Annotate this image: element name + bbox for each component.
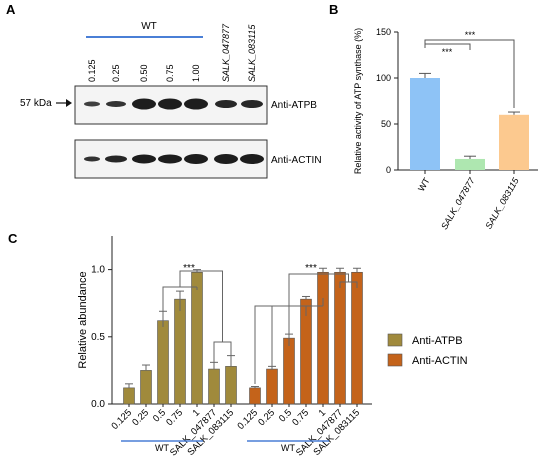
bar-c-anti-actin: [249, 387, 261, 405]
atpb-bands: [84, 98, 263, 110]
bar-c-anti-atpb: [208, 368, 220, 405]
atpb-band: [84, 101, 100, 107]
lane-label: 1.00: [191, 64, 201, 82]
bar-c-anti-atpb: [157, 320, 169, 405]
sig-bracket-b1: [424, 43, 471, 50]
bar-c-anti-atpb: [140, 370, 152, 405]
atpb-band: [215, 100, 237, 108]
wt-label-c: WT: [155, 443, 169, 453]
legend-label: Anti-ACTIN: [412, 355, 468, 367]
marker-label: 57 kDa: [20, 98, 52, 109]
lane-labels: 0.125 0.25 0.50 0.75 1.00 SALK_047877 SALK_083…: [87, 23, 257, 82]
blot-label-atpb: Anti-ATPB: [271, 100, 317, 111]
atpb-band: [132, 98, 156, 110]
atpb-band: [106, 101, 126, 107]
sig-label-b2: ***: [465, 30, 476, 40]
sig-bracket-c2: [288, 273, 349, 306]
legend-swatch: [387, 353, 403, 367]
atpb-band: [241, 100, 263, 108]
bar-c-anti-actin: [351, 271, 363, 405]
bar-c-anti-atpb: [225, 366, 237, 405]
sig-tree-c2-wt: [254, 298, 324, 384]
wt-label-c: WT: [281, 443, 295, 453]
bar-b: [499, 114, 529, 170]
bar-c-anti-atpb: [123, 387, 135, 405]
y-axis-label-c: Relative abundance: [77, 271, 89, 368]
mutant-lane-label: SALK_047877: [221, 23, 231, 82]
sig-tree-c1-wt: [162, 286, 198, 327]
lane-label: 0.75: [165, 64, 175, 82]
sig-tree-c1-mut: [213, 341, 232, 368]
y-tick-label-c: 0.0: [91, 399, 105, 410]
bar-c-anti-actin: [334, 271, 346, 405]
bar-c-anti-actin: [283, 337, 295, 405]
sig-label-b1: ***: [442, 47, 453, 57]
lane-label: 0.25: [111, 64, 121, 82]
actin-band: [158, 154, 182, 164]
legend-label: Anti-ATPB: [412, 335, 463, 347]
panel-b-letter: B: [329, 2, 338, 17]
sig-bracket-b2: [424, 39, 515, 108]
x-tick-label-b: SALK_047877: [439, 175, 477, 231]
y-tick-label-c: 0.5: [91, 332, 105, 343]
x-tick-label-c: 1: [317, 407, 329, 419]
lane-label: 0.125: [87, 59, 97, 82]
bar-b: [455, 158, 485, 170]
actin-band: [214, 154, 238, 164]
marker-arrow: [56, 99, 72, 107]
chart-b: 0 50 100 150 Relative activity of ATP syntha…: [353, 27, 538, 231]
y-tick-label-b: 0: [386, 165, 391, 175]
actin-bands: [84, 154, 264, 164]
x-tick-label-c: 0.75: [290, 407, 311, 428]
legend-swatch: [387, 333, 403, 347]
x-tick-label-c: 0.25: [256, 407, 277, 428]
blot-label-actin: Anti-ACTIN: [271, 155, 322, 166]
x-tick-label-c: 1: [191, 407, 203, 419]
actin-band: [105, 155, 127, 163]
bar-c-anti-atpb: [174, 298, 186, 405]
y-axis-label-b: Relative activity of ATP synthase (%): [353, 28, 363, 174]
bar-b: [410, 78, 440, 170]
bar-c-anti-atpb: [191, 271, 203, 405]
x-tick-label-c: 0.25: [130, 407, 151, 428]
bar-c-anti-actin: [317, 271, 329, 405]
mutant-lane-label: SALK_083115: [247, 24, 257, 82]
atpb-band: [158, 98, 182, 110]
wt-label-a: WT: [141, 21, 157, 32]
sig-label-c2: ***: [305, 263, 317, 274]
actin-band: [132, 154, 156, 164]
x-tick-label-b: SALK_083115: [483, 175, 521, 231]
actin-band: [240, 154, 264, 164]
lane-label: 0.50: [139, 64, 149, 82]
bar-c-anti-actin: [266, 368, 278, 405]
y-tick-label-b: 50: [381, 119, 391, 129]
sig-bracket-c1: [179, 270, 223, 342]
sig-label-c1: ***: [183, 263, 195, 274]
atpb-band: [184, 98, 208, 110]
panel-c-letter: C: [8, 231, 18, 246]
panel-a-letter: A: [6, 2, 16, 17]
y-tick-label-b: 100: [376, 73, 391, 83]
y-tick-label-c: 1.0: [91, 265, 105, 276]
actin-band: [84, 156, 100, 162]
x-tick-label-c: 0.75: [164, 407, 185, 428]
x-tick-label-b: WT: [416, 176, 432, 194]
y-tick-label-b: 150: [376, 27, 391, 37]
actin-band: [184, 154, 208, 164]
